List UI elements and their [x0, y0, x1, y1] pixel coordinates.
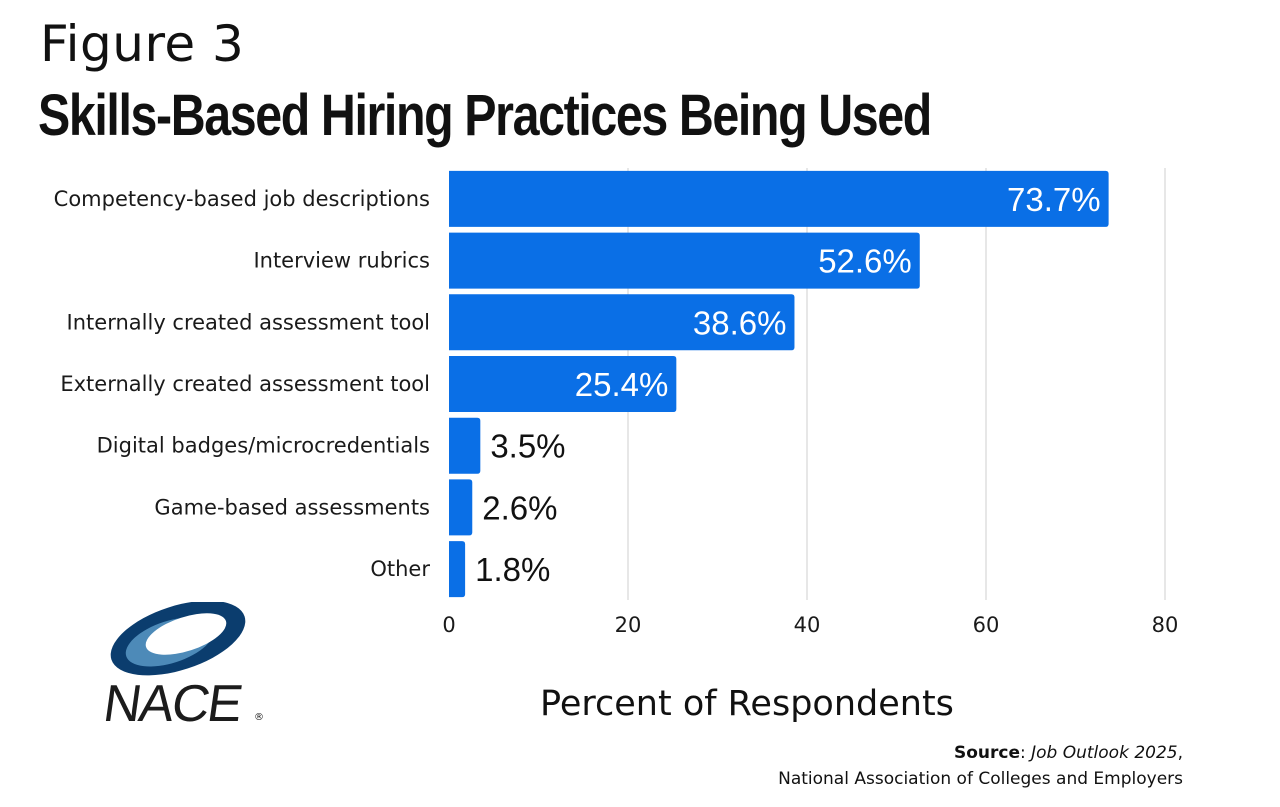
x-tick-label: 0	[442, 613, 455, 637]
source-suffix: ,	[1177, 743, 1183, 763]
value-label: 52.6%	[818, 243, 912, 280]
x-tick-label: 20	[615, 613, 642, 637]
logo-text: NACE	[99, 675, 245, 733]
category-label: Competency-based job descriptions	[54, 187, 430, 211]
bar	[449, 232, 920, 289]
source-prefix: Source	[953, 743, 1020, 763]
value-label: 25.4%	[575, 366, 669, 403]
category-label: Internally created assessment tool	[67, 310, 430, 334]
source-publication: Job Outlook 2025	[1031, 743, 1178, 763]
bar	[449, 170, 1109, 227]
value-label: 38.6%	[693, 304, 787, 341]
bar	[449, 294, 795, 351]
value-labels: 73.7% 52.6% 38.6% 25.4% 3.5% 2.6% 1.8%	[475, 181, 1101, 588]
source-organization: National Association of Colleges and Emp…	[778, 769, 1183, 789]
value-label: 2.6%	[482, 489, 557, 526]
bar	[449, 417, 481, 474]
category-labels: Competency-based job descriptions Intervi…	[54, 187, 431, 581]
x-tick-label: 60	[973, 613, 1000, 637]
chart-title: Skills-Based Hiring Practices Being Used	[38, 83, 932, 149]
category-label: Game-based assessments	[154, 495, 430, 519]
category-label: Digital badges/microcredentials	[97, 434, 430, 458]
value-label: 1.8%	[475, 551, 550, 588]
source-note: Source: Job Outlook 2025, National Assoc…	[778, 740, 1183, 792]
value-label: 3.5%	[490, 428, 565, 465]
bar	[449, 356, 677, 412]
x-tick-label: 40	[794, 613, 821, 637]
bar	[449, 541, 466, 598]
value-label: 73.7%	[1007, 181, 1101, 218]
nace-logo: NACE ®	[100, 600, 274, 733]
x-tick-label: 80	[1152, 613, 1179, 637]
figure-label: Figure 3	[40, 15, 245, 73]
registered-mark: ®	[254, 712, 264, 723]
x-axis-label: Percent of Respondents	[540, 684, 954, 724]
category-label: Interview rubrics	[253, 249, 430, 273]
bars	[449, 170, 1109, 598]
category-label: Other	[370, 557, 430, 581]
category-label: Externally created assessment tool	[60, 372, 430, 396]
nace-swoosh-icon	[110, 600, 246, 676]
bar	[449, 479, 473, 536]
x-tick-labels: 0 20 40 60 80	[442, 613, 1178, 637]
